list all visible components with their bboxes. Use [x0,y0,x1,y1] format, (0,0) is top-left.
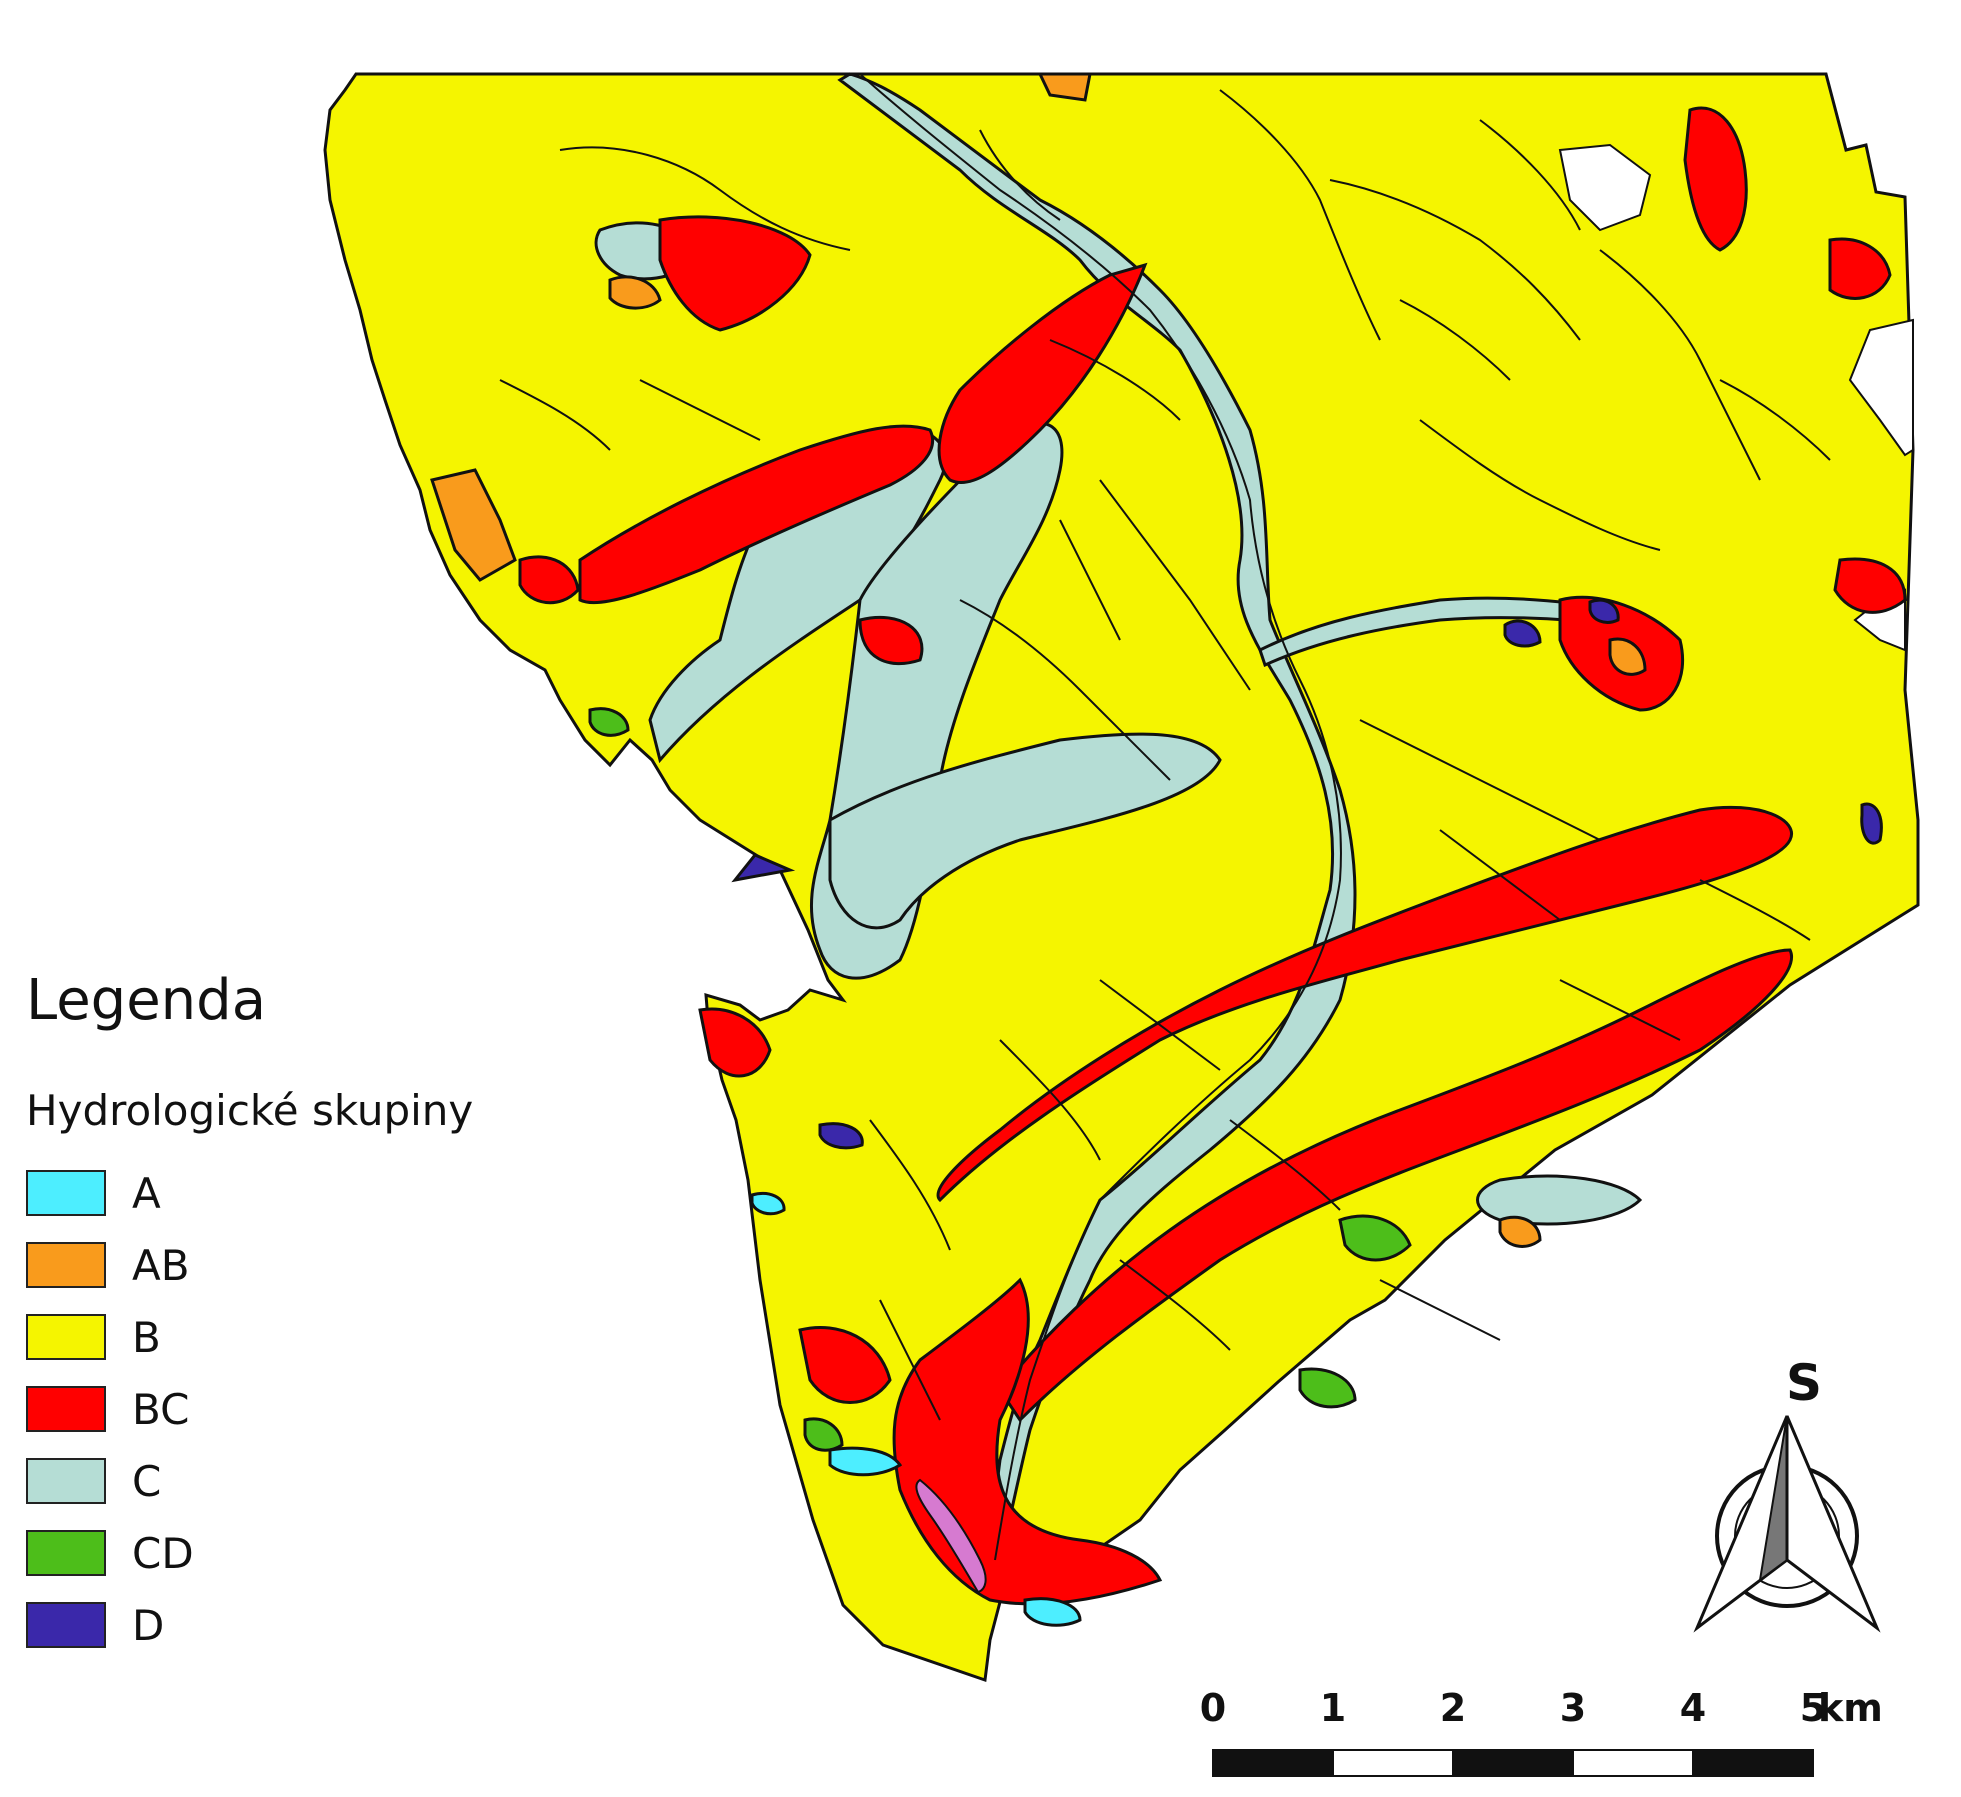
zone-bc-west-fringe [698,1007,772,1078]
river-line [859,73,1342,1561]
zone-ab-east [1608,637,1647,676]
zone-a-southwest [828,1446,903,1477]
legend-label-a: A [132,1169,161,1218]
zone-c-southeast [1476,1174,1643,1226]
zone-ab-southeast [1498,1215,1542,1248]
scale-tick-0: 0 [1199,1686,1227,1730]
legend-label-d: D [132,1601,165,1650]
legend-swatch-c [26,1458,106,1504]
zone-ab-west [430,468,517,582]
legend-title: Legenda [26,968,267,1033]
legend-swatch-cd [26,1530,106,1576]
scale-segment-5 [1692,1749,1814,1777]
scale-tick-1: 1 [1319,1686,1347,1730]
zone-pink-strip [915,1478,987,1594]
legend-label-b: B [132,1313,161,1362]
north-arrow-label: S [1786,1354,1823,1412]
zone-cd-southeast [1338,1214,1412,1262]
zone-ab-nw-small [608,275,662,310]
legend-label-cd: CD [132,1529,194,1578]
parcel-boundaries [499,89,1831,1421]
north-arrow [1693,1415,1881,1633]
scale-tick-4: 4 [1679,1686,1707,1730]
zone-bc-south-band-1 [936,805,1793,1203]
scale-segment-3 [1452,1749,1574,1777]
scale-tick-5: 5 [1799,1686,1827,1730]
zone-bc-northwest [937,262,1148,485]
zone-d-east-2 [1588,598,1620,624]
zone-bc-south-band-2 [998,948,1793,1423]
zone-bc-central [858,615,924,666]
zone-bc-northeast-1 [1683,106,1748,252]
zone-d-sw [818,1122,864,1150]
north-arrow-right-half [1785,1415,1881,1633]
zone-bc-nw-blob [658,215,812,332]
scale-tick-3: 3 [1559,1686,1587,1730]
zone-c-south [828,732,1222,930]
zone-bc-northeast-2 [1828,237,1892,300]
legend-label-bc: BC [132,1385,190,1434]
zone-bc-south-river [892,1277,1163,1606]
zone-cd-west [588,707,630,737]
scale-tick-2: 2 [1439,1686,1467,1730]
legend-swatch-d [26,1602,106,1648]
legend-label-ab: AB [132,1241,190,1290]
scale-unit: km [1818,1686,1883,1730]
zone-bc-west-band [578,424,935,605]
gap-top-right [1558,143,1652,232]
zone-bc-east-edge [1833,557,1907,614]
zone-cd-southwest [803,1417,844,1452]
scale-bar [1212,1749,1814,1777]
zone-a-west [750,1192,786,1216]
zone-ab-top [1037,72,1092,102]
legend-label-c: C [132,1457,162,1506]
scale-segment-4 [1572,1749,1694,1777]
zone-a-south [1023,1597,1082,1627]
scale-segment-2 [1332,1749,1454,1777]
zone-bc-west-small [518,555,580,605]
legend-swatch-ab [26,1242,106,1288]
zone-d-east-1 [1503,619,1542,648]
legend-swatch-a [26,1170,106,1216]
scale-segment-1 [1212,1749,1334,1777]
zone-d-east-edge [1860,802,1883,845]
zone-d-west [731,853,796,883]
legend-swatch-bc [26,1386,106,1432]
legend-swatch-b [26,1314,106,1360]
zone-bc-sw-fringe [798,1325,892,1404]
gap-right-1 [1848,318,1914,457]
zone-cd-south [1298,1367,1357,1409]
legend-subtitle: Hydrologické skupiny [26,1086,474,1135]
